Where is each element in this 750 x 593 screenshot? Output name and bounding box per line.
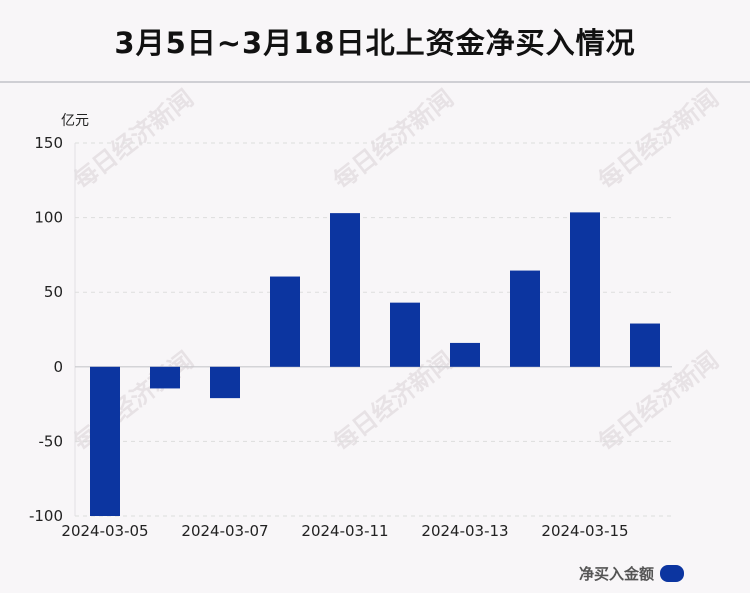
bar xyxy=(150,366,180,389)
x-tick-label: 2024-03-05 xyxy=(61,522,148,540)
y-tick-label: 150 xyxy=(34,134,63,152)
y-axis-unit-label: 亿元 xyxy=(61,113,89,129)
bar xyxy=(390,302,420,367)
bar xyxy=(570,212,600,367)
bar xyxy=(450,342,480,367)
x-tick-label: 2024-03-11 xyxy=(301,522,388,540)
legend-label: 净买入金额 xyxy=(578,565,654,583)
bar xyxy=(270,276,300,367)
x-tick-label: 2024-03-07 xyxy=(181,522,268,540)
bar xyxy=(90,366,120,516)
bar xyxy=(210,366,240,399)
x-tick-label: 2024-03-13 xyxy=(421,522,508,540)
bar xyxy=(510,270,540,367)
legend: 净买入金额 xyxy=(579,563,684,584)
y-tick-label: 0 xyxy=(53,358,63,376)
y-tick-label: 100 xyxy=(34,209,63,227)
x-tick-label: 2024-03-15 xyxy=(541,522,628,540)
y-tick-label: 50 xyxy=(44,283,63,301)
chart-title: 3月5日~3月18日北上资金净买入情况 xyxy=(114,25,636,60)
bar xyxy=(330,213,360,367)
title-bar: 3月5日~3月18日北上资金净买入情况 xyxy=(0,0,750,83)
y-tick-label: -50 xyxy=(39,432,64,450)
y-tick-label: -100 xyxy=(29,507,63,525)
legend-swatch xyxy=(660,565,684,582)
bar xyxy=(630,323,660,367)
bars xyxy=(90,212,660,516)
